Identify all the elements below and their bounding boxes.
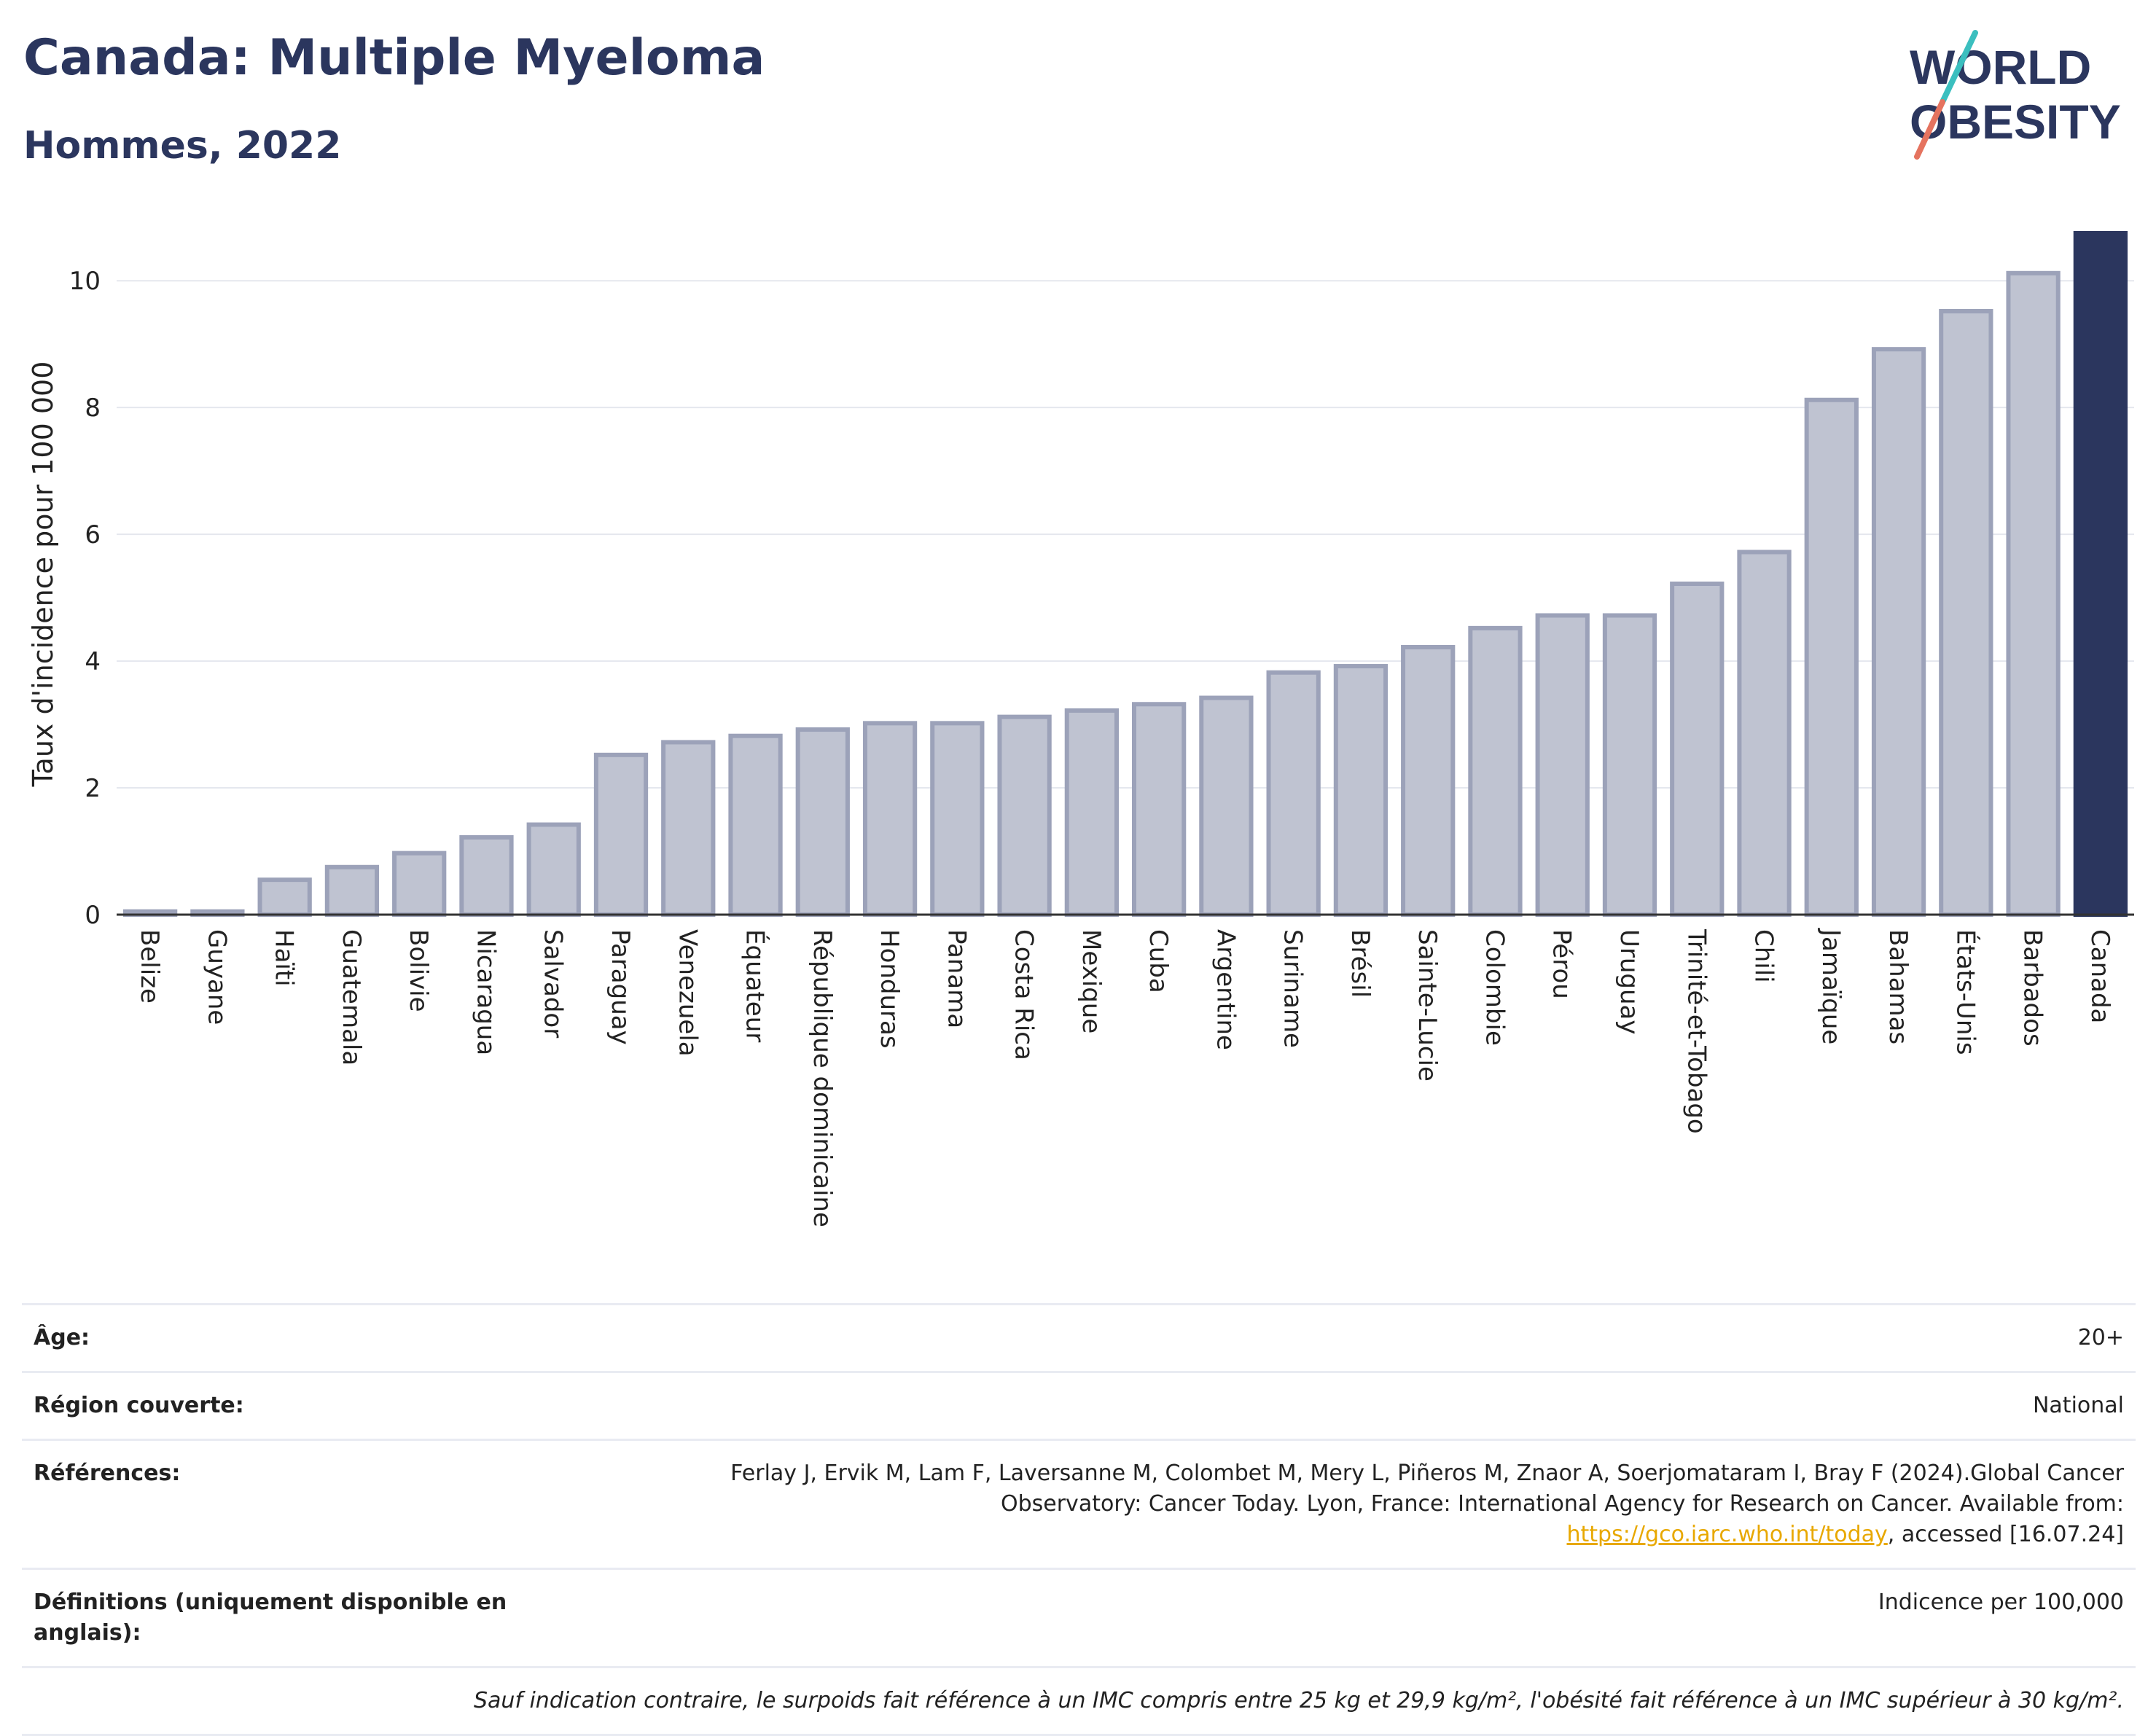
footnote: Sauf indication contraire, le surpoids f… [473,1688,2124,1713]
x-tick-label: Nicaragua [471,929,500,1055]
chart-subtitle: Hommes, 2022 [23,124,342,168]
bar-23 [1670,581,1725,917]
y-tick-label: 2 [85,774,101,803]
bar-chart: 0 2 4 6 8 10 Belize Guyane Haïti Guatemala Bolivi… [27,231,2134,1227]
y-tick-label: 8 [85,394,101,423]
x-tick-label: Mexique [1077,929,1106,1033]
bar-25 [1804,397,1859,917]
references-value: Ferlay J, Ervik M, Lam F, Laversanne M, … [666,1458,2124,1550]
references-link[interactable]: https://gco.iarc.who.int/today [1566,1522,1888,1547]
bar-20 [1468,625,1523,917]
x-tick-label: Pérou [1547,929,1577,999]
bar-18 [1333,664,1388,917]
bar-17 [1266,670,1321,917]
x-tick-label: Haïti [270,929,299,987]
region-value: National [2032,1393,2124,1418]
bar-13 [997,714,1052,917]
x-tick-label: Uruguay [1614,929,1644,1035]
bar-7 [593,752,649,917]
x-tick-label: Équateur [741,929,770,1042]
x-tick-label: Costa Rica [1009,929,1039,1060]
references-row: Références: Ferlay J, Ervik M, Lam F, La… [22,1439,2136,1568]
x-tick-label: Guyane [202,929,231,1025]
bar-29 [2073,231,2128,917]
references-label: Références: [34,1461,181,1486]
bar-4 [392,851,447,918]
age-value: 20+ [2077,1325,2124,1350]
bar-24 [1737,550,1792,917]
y-axis-label: Taux d'incidence pour 100 000 [27,361,59,788]
x-tick-label: Bolivie [404,929,433,1012]
bar-27 [1939,308,1993,918]
bar-19 [1401,644,1456,917]
bar-14 [1064,708,1120,917]
bar-16 [1199,695,1254,918]
region-row: Région couverte: National [22,1371,2136,1439]
x-tick-label: Guatemala [337,929,366,1066]
definitions-value: Indicence per 100,000 [1878,1590,2124,1615]
x-tick-label: Venezuela [673,929,702,1057]
bar-22 [1602,613,1657,918]
x-tick-label: Cuba [1144,929,1173,993]
x-tick-label: Bahamas [1883,929,1913,1044]
y-tick-label: 10 [69,267,101,296]
world-obesity-logo: WORLD OBESITY [1910,30,2121,160]
note-row: Sauf indication contraire, le surpoids f… [22,1666,2136,1736]
age-row: Âge: 20+ [22,1303,2136,1371]
x-tick-label: États-Unis [1950,929,1980,1055]
x-tick-label: Paraguay [606,929,635,1045]
x-tick-label: Argentine [1211,929,1240,1050]
x-tick-label: Belize [135,929,164,1004]
bar-28 [2006,270,2061,917]
definitions-row: Définitions (uniquement disponible en an… [22,1568,2136,1666]
chart-title: Canada: Multiple Myeloma [23,29,765,87]
x-tick-label: Honduras [875,929,904,1049]
references-accessed: , accessed [16.07.24] [1887,1522,2124,1547]
bar-2 [257,877,312,917]
x-tick-label: Jamaïque [1816,928,1846,1044]
age-label: Âge: [34,1325,90,1350]
y-tick-label: 6 [85,520,101,550]
logo-line1: WORLD [1910,40,2091,94]
x-tick-label: Chili [1749,929,1778,983]
x-tick-label: Brésil [1345,929,1375,998]
bar-6 [526,822,581,918]
x-tick-label: Barbados [2018,929,2047,1047]
region-label: Région couverte: [34,1393,244,1418]
x-tick-label: Salvador [539,929,568,1038]
bar-5 [459,834,514,917]
x-tick-label: Suriname [1278,929,1308,1048]
x-tick-label: République dominicaine [808,929,837,1227]
x-tick-label: Colombie [1480,929,1509,1046]
x-tick-label: Panama [942,929,971,1028]
bar-12 [930,721,985,918]
x-tick-label: Trinité-et-Tobago [1682,928,1711,1134]
x-tick-label: Canada [2085,929,2114,1023]
references-text: Ferlay J, Ervik M, Lam F, Laversanne M, … [730,1461,2124,1517]
bar-3 [324,864,380,918]
bars [122,231,2128,918]
bar-11 [862,721,918,918]
bar-10 [795,727,850,917]
bar-9 [728,733,783,917]
definitions-label: Définitions (uniquement disponible en an… [34,1590,507,1646]
info-table: Âge: 20+ Région couverte: National Référ… [22,1303,2136,1736]
x-tick-label: Sainte-Lucie [1413,929,1442,1082]
bar-15 [1131,702,1187,917]
bar-21 [1535,613,1590,918]
bar-8 [661,740,716,918]
bar-26 [1871,347,1926,918]
y-tick-label: 0 [85,901,101,930]
y-tick-labels: 0 2 4 6 8 10 [69,267,101,930]
y-tick-label: 4 [85,647,101,676]
x-tick-labels: Belize Guyane Haïti Guatemala Bolivie Nicarag… [135,928,2114,1227]
